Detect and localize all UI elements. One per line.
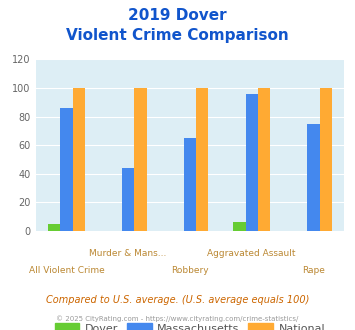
Text: Aggravated Assault: Aggravated Assault xyxy=(207,249,296,258)
Bar xyxy=(48,224,60,231)
Bar xyxy=(233,222,246,231)
Bar xyxy=(122,168,134,231)
Text: Robbery: Robbery xyxy=(171,266,209,275)
Text: All Violent Crime: All Violent Crime xyxy=(28,266,104,275)
Text: © 2025 CityRating.com - https://www.cityrating.com/crime-statistics/: © 2025 CityRating.com - https://www.city… xyxy=(56,315,299,322)
Bar xyxy=(307,124,320,231)
Bar xyxy=(246,94,258,231)
Bar xyxy=(60,108,72,231)
Text: Murder & Mans...: Murder & Mans... xyxy=(89,249,167,258)
Text: 2019 Dover: 2019 Dover xyxy=(128,8,227,23)
Bar xyxy=(196,88,208,231)
Text: Compared to U.S. average. (U.S. average equals 100): Compared to U.S. average. (U.S. average … xyxy=(46,295,309,305)
Bar xyxy=(184,138,196,231)
Bar xyxy=(134,88,147,231)
Bar xyxy=(72,88,85,231)
Legend: Dover, Massachusetts, National: Dover, Massachusetts, National xyxy=(50,319,329,330)
Text: Violent Crime Comparison: Violent Crime Comparison xyxy=(66,28,289,43)
Bar xyxy=(258,88,270,231)
Bar xyxy=(320,88,332,231)
Text: Rape: Rape xyxy=(302,266,325,275)
